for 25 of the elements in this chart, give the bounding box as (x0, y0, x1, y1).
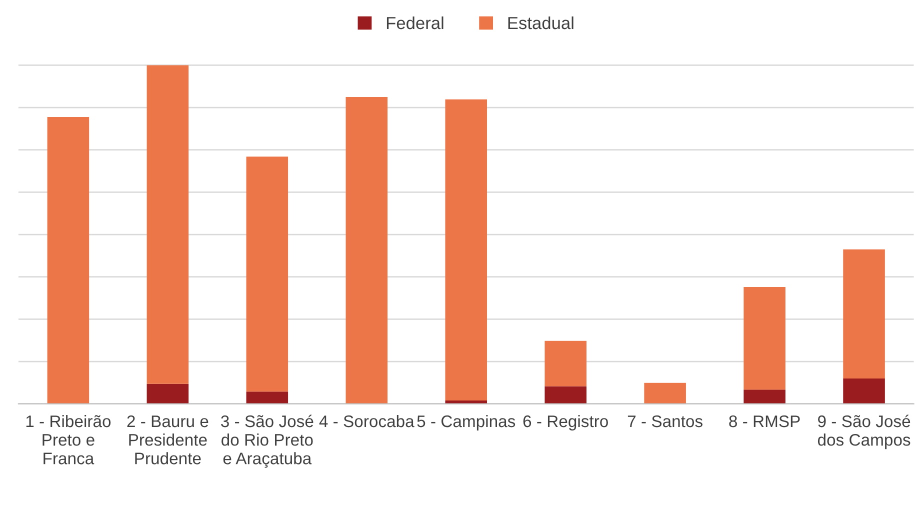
bar (744, 287, 786, 390)
bar (843, 249, 885, 378)
bar (843, 378, 885, 404)
x-tick-label: 8 - RMSP (729, 415, 800, 428)
x-tick-label: 3 - São José do Rio Preto e Araçatuba (221, 414, 314, 468)
x-tick-label: 4 - Sorocaba (319, 414, 414, 428)
x-tick-label: 9 - São José dos Campos (818, 414, 910, 450)
x-tick-label: 5 - Campinas (417, 414, 516, 431)
bar (47, 117, 90, 404)
x-tick-label: 7 - Santos (628, 415, 702, 428)
bar (346, 97, 388, 404)
bar (544, 340, 586, 386)
bar (246, 392, 288, 404)
legend-label: Estadual (508, 16, 574, 30)
bar (146, 65, 189, 384)
bar (445, 99, 488, 400)
x-tick-label: 2 - Bauru e Presidente Prudente (127, 415, 208, 464)
x-tick-label: 1 - Ribeirão Preto e Franca (26, 414, 111, 464)
bar (544, 386, 586, 404)
legend-label: Federal (386, 16, 444, 30)
bar (644, 382, 686, 404)
x-tick-label: 6 - Registro (523, 414, 608, 431)
bar (246, 156, 288, 392)
bar (744, 390, 786, 404)
bar (146, 384, 189, 404)
